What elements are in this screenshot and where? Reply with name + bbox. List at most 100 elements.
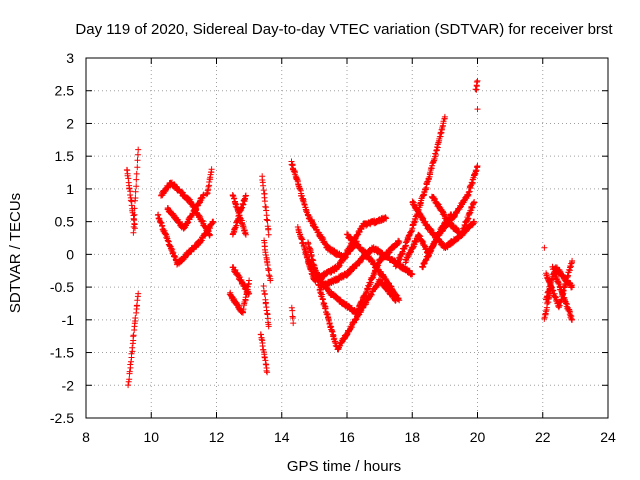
data-point xyxy=(289,307,296,314)
data-point xyxy=(208,166,215,173)
data-point xyxy=(263,307,270,314)
data-point xyxy=(246,277,253,284)
x-tick-label: 14 xyxy=(274,429,290,445)
data-point xyxy=(541,244,548,251)
data-point xyxy=(474,163,481,169)
data-point xyxy=(331,335,338,342)
data-point xyxy=(131,217,138,224)
data-point xyxy=(129,344,136,351)
x-axis-tick-labels: 8 10 12 14 16 18 20 22 24 xyxy=(82,429,616,445)
x-tick-label: 24 xyxy=(600,429,616,445)
data-point xyxy=(258,336,265,343)
data-point xyxy=(131,205,138,212)
data-point xyxy=(263,216,270,223)
data-point xyxy=(383,215,390,222)
data-point xyxy=(131,211,138,218)
data-point xyxy=(134,164,141,171)
chart-title: Day 119 of 2020, Sidereal Day-to-day VTE… xyxy=(75,21,613,38)
data-point xyxy=(547,284,554,291)
data-point xyxy=(126,376,133,383)
x-tick-label: 12 xyxy=(209,429,225,445)
data-point xyxy=(301,201,308,207)
data-point xyxy=(242,294,249,301)
data-point xyxy=(552,270,559,277)
data-point xyxy=(396,297,403,304)
x-tick-label: 16 xyxy=(339,429,355,445)
data-point xyxy=(128,202,135,209)
data-point xyxy=(261,198,268,205)
data-point xyxy=(130,332,137,339)
data-point xyxy=(290,320,297,327)
data-point xyxy=(264,369,271,376)
data-point xyxy=(265,323,272,330)
data-point xyxy=(171,253,178,260)
data-point xyxy=(259,343,266,349)
data-point xyxy=(409,271,416,277)
y-tick-label: 0.5 xyxy=(55,214,75,230)
y-tick-label: -1.5 xyxy=(50,345,74,361)
data-point xyxy=(132,188,139,195)
data-point xyxy=(441,113,448,120)
data-point xyxy=(298,235,305,242)
data-point xyxy=(568,260,575,267)
data-point xyxy=(290,168,297,175)
data-point xyxy=(543,308,549,315)
x-tick-label: 22 xyxy=(535,429,551,445)
data-point xyxy=(134,302,140,309)
data-point xyxy=(127,361,134,368)
axis-ticks xyxy=(85,57,609,419)
y-tick-label: 2.5 xyxy=(55,83,75,99)
data-point xyxy=(205,183,212,190)
data-points xyxy=(123,77,576,389)
data-point xyxy=(394,261,401,268)
data-point xyxy=(313,226,320,233)
data-point xyxy=(349,245,356,252)
data-point xyxy=(132,195,139,201)
y-tick-label: 2 xyxy=(66,115,74,131)
data-point xyxy=(135,290,142,297)
y-tick-label: -1 xyxy=(62,312,75,328)
data-point xyxy=(239,204,245,211)
data-point xyxy=(569,316,576,323)
data-point xyxy=(210,218,217,225)
data-point xyxy=(326,320,333,326)
data-point xyxy=(396,238,403,245)
data-point xyxy=(260,182,267,189)
data-point xyxy=(261,354,268,361)
y-tick-label: 0 xyxy=(66,246,74,262)
data-point xyxy=(207,231,213,238)
data-point xyxy=(125,382,132,389)
data-point xyxy=(472,168,479,175)
data-point xyxy=(133,176,140,183)
x-tick-label: 8 xyxy=(82,429,90,445)
data-point xyxy=(474,106,481,113)
data-point xyxy=(431,196,438,203)
data-point xyxy=(263,367,270,374)
y-tick-label: 1 xyxy=(66,181,74,197)
data-point xyxy=(200,192,207,199)
data-point xyxy=(319,296,326,303)
y-axis-title: SDTVAR / TECUs xyxy=(7,193,24,313)
data-point xyxy=(233,204,240,210)
data-point xyxy=(266,273,273,280)
data-point xyxy=(130,223,137,230)
data-point xyxy=(260,287,267,294)
data-point xyxy=(471,199,478,205)
data-point xyxy=(474,77,481,84)
y-tick-label: -2 xyxy=(62,377,75,393)
data-point xyxy=(265,231,272,238)
data-point xyxy=(131,225,138,232)
data-point xyxy=(134,297,141,304)
data-point xyxy=(473,79,480,85)
y-tick-label: -2.5 xyxy=(50,410,74,426)
data-point xyxy=(261,291,268,298)
data-point xyxy=(242,231,249,238)
x-tick-label: 18 xyxy=(404,429,420,445)
data-point xyxy=(134,157,141,164)
data-point xyxy=(328,328,335,335)
data-point xyxy=(368,291,375,298)
y-tick-label: -0.5 xyxy=(50,279,74,295)
x-tick-label: 20 xyxy=(470,429,486,445)
data-point xyxy=(166,242,173,249)
